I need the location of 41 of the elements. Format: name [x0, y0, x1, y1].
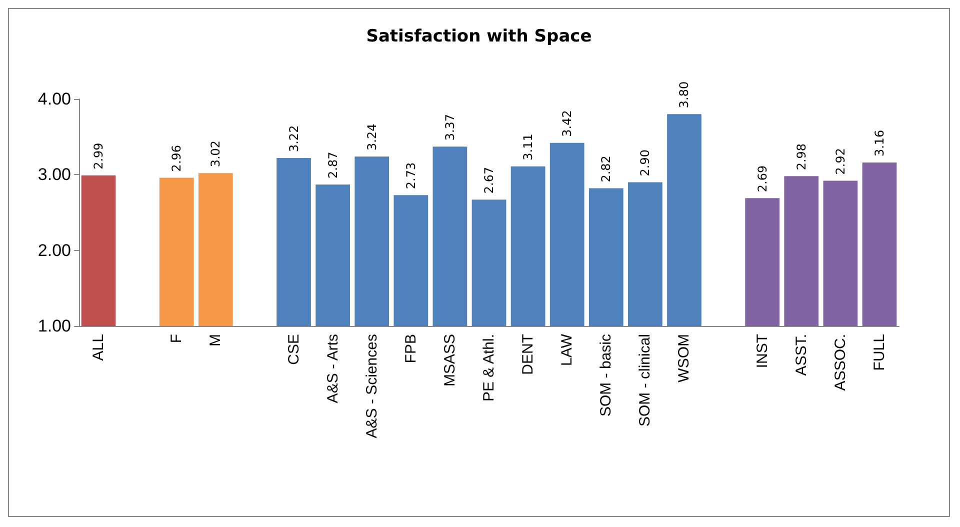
x-tick-label: A&S - Sciences	[363, 334, 380, 438]
data-label: 2.99	[92, 142, 106, 170]
y-tick-label: 4.00	[38, 90, 71, 108]
data-label: 3.16	[872, 130, 886, 157]
data-label: 2.90	[638, 150, 652, 176]
x-tick-label: F	[168, 334, 186, 344]
x-tick-label: ALL	[90, 334, 108, 361]
x-tick-label: A&S - Arts	[324, 334, 342, 404]
y-tick-label: 1.00	[38, 316, 71, 336]
data-label: 3.11	[521, 134, 536, 160]
x-tick-label: ASST.	[792, 334, 810, 376]
x-tick-label: SOM - clinical	[636, 334, 654, 427]
data-label: 3.24	[364, 124, 379, 151]
x-tick-label: FPB	[402, 334, 420, 364]
data-label: 2.96	[170, 144, 184, 172]
x-tick-label: M	[207, 334, 224, 346]
x-tick-label: INST	[754, 334, 771, 368]
x-tick-label: DENT	[520, 334, 537, 375]
data-label: 2.73	[404, 162, 418, 190]
y-tick-label: 3.00	[38, 165, 71, 184]
data-label: 2.98	[794, 143, 808, 170]
x-tick-label: WSOM	[676, 334, 693, 382]
data-label: 2.82	[599, 156, 614, 182]
data-label: 3.02	[208, 140, 223, 168]
x-tick-label: SOM - basic	[598, 334, 615, 417]
data-label: 2.87	[326, 152, 340, 179]
x-tick-label: MSASS	[441, 334, 458, 387]
x-tick-label: PE & Athl.	[480, 334, 498, 402]
data-label: 2.92	[833, 148, 848, 175]
data-label: 3.22	[286, 125, 301, 152]
data-label: 2.67	[482, 166, 496, 194]
chart-title: Satisfaction with Space	[366, 26, 592, 46]
data-label: 3.42	[560, 110, 574, 137]
x-tick-label: ASSOC.	[832, 334, 849, 391]
y-tick-label: 2.00	[38, 240, 71, 260]
data-label: 3.37	[442, 114, 457, 141]
data-label: 2.69	[755, 165, 770, 192]
x-tick-label: LAW	[558, 333, 576, 366]
x-tick-label: CSE	[285, 334, 302, 365]
data-label: 3.80	[677, 81, 692, 108]
x-tick-label: FULL	[870, 334, 888, 371]
